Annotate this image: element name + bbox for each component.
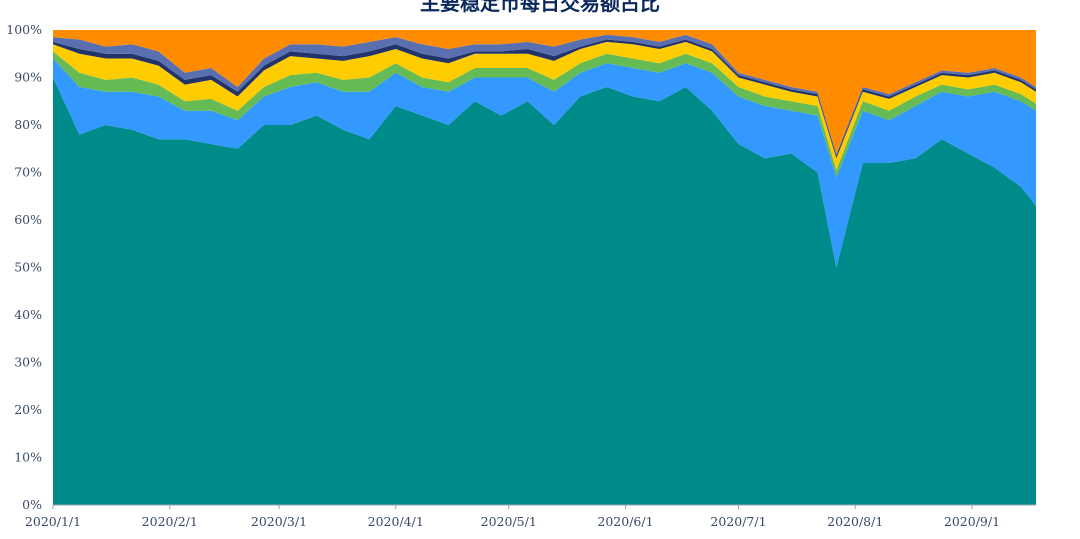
y-tick-label: 60% bbox=[14, 212, 42, 227]
y-tick-label: 100% bbox=[6, 22, 42, 37]
series-area-7 bbox=[53, 30, 1036, 154]
x-tick-label: 2020/2/1 bbox=[142, 514, 198, 529]
y-tick-label: 20% bbox=[14, 402, 42, 417]
series-area-1 bbox=[53, 77, 1036, 505]
series-areas bbox=[53, 30, 1036, 505]
x-tick-label: 2020/1/1 bbox=[25, 514, 81, 529]
x-tick-label: 2020/5/1 bbox=[481, 514, 537, 529]
y-tick-label: 90% bbox=[14, 70, 42, 85]
y-tick-label: 40% bbox=[14, 307, 42, 322]
x-tick-label: 2020/8/1 bbox=[827, 514, 883, 529]
y-tick-label: 70% bbox=[14, 165, 42, 180]
chart-title: 主要稳定币每日交易额占比 bbox=[420, 0, 660, 15]
series-area-3 bbox=[53, 51, 1036, 178]
x-tick-label: 2020/6/1 bbox=[597, 514, 653, 529]
series-area-4 bbox=[53, 41, 1036, 171]
x-tick-label: 2020/4/1 bbox=[368, 514, 424, 529]
x-tick-label: 2020/3/1 bbox=[251, 514, 307, 529]
y-axis: 0% 10% 20% 30% 40% 50% 60% 70% 80% 90% 100% bbox=[6, 22, 42, 512]
y-tick-label: 10% bbox=[14, 450, 42, 465]
x-tick-label: 2020/7/1 bbox=[710, 514, 766, 529]
y-tick-label: 30% bbox=[14, 355, 42, 370]
y-tick-label: 0% bbox=[22, 497, 42, 512]
y-tick-label: 50% bbox=[14, 260, 42, 275]
y-tick-label: 80% bbox=[14, 117, 42, 132]
series-area-2 bbox=[53, 58, 1036, 268]
x-axis: 2020/1/1 2020/2/1 2020/3/1 2020/4/1 2020/5/1… bbox=[25, 505, 1000, 529]
x-tick-label: 2020/9/1 bbox=[944, 514, 1000, 529]
